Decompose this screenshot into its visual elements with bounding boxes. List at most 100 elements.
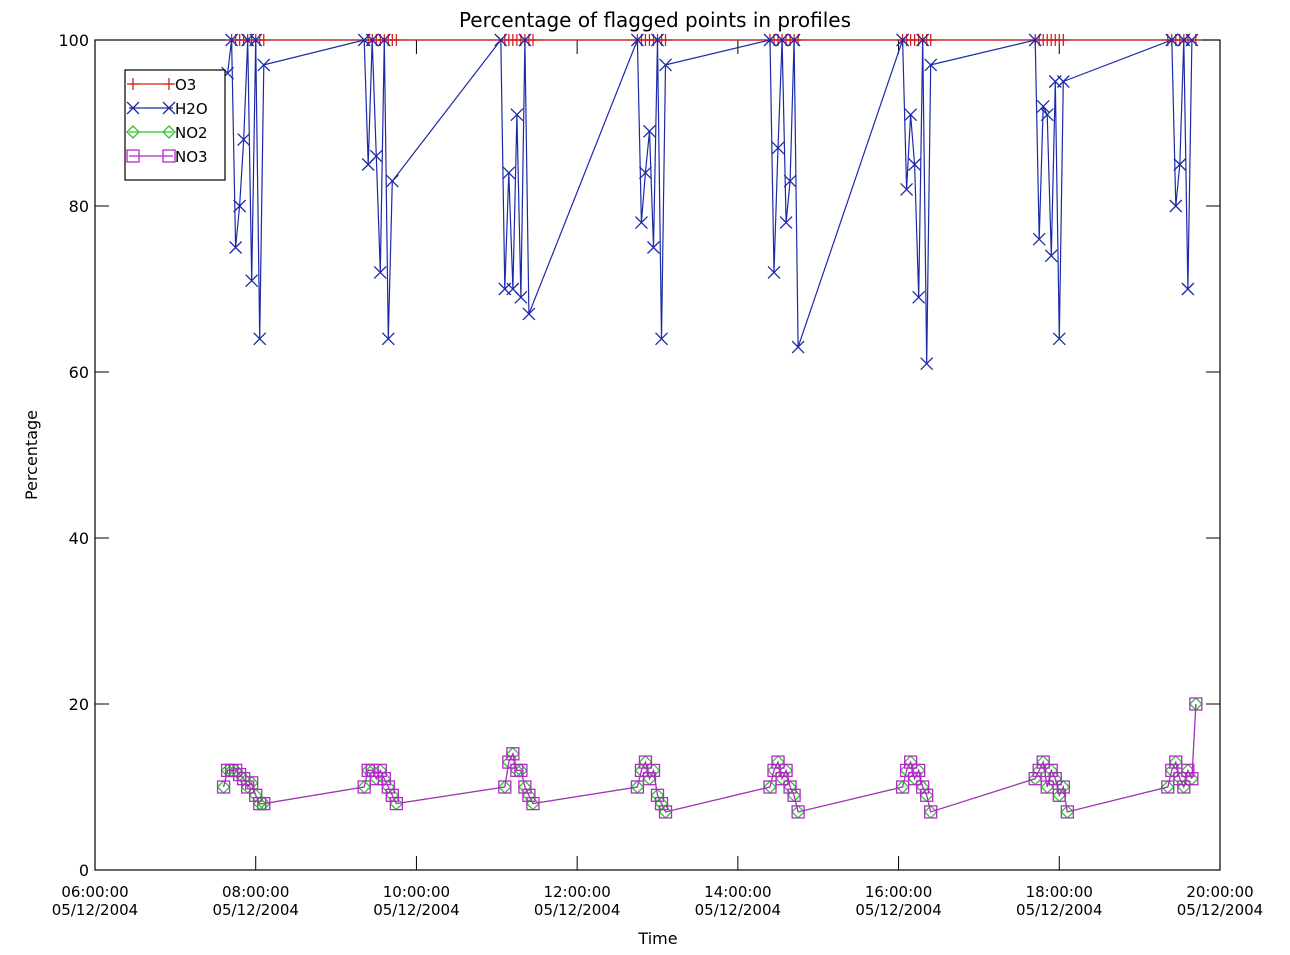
data-point-h2o (249, 33, 263, 47)
legend-marker-h2o (162, 101, 176, 115)
data-point-h2o (1181, 282, 1195, 296)
data-point-h2o (1052, 332, 1066, 346)
data-point-h2o (233, 199, 247, 213)
y-tick-label: 100 (58, 31, 89, 50)
data-point-h2o (924, 58, 938, 72)
data-point-no3 (1165, 763, 1179, 778)
data-point-o3 (257, 34, 270, 46)
legend-marker-o3 (163, 78, 175, 90)
data-point-no3 (783, 780, 797, 794)
data-point-h2o (253, 332, 267, 346)
data-point-no3 (920, 788, 934, 802)
data-point-no3 (654, 796, 669, 811)
data-point-h2o (916, 33, 930, 47)
data-point-h2o (908, 158, 922, 171)
x-tick-label-time: 14:00:00 (704, 883, 771, 901)
data-point-h2o (1185, 33, 1199, 47)
data-point-h2o (522, 307, 536, 321)
data-point-h2o (257, 58, 271, 72)
data-point-h2o (514, 290, 528, 304)
data-point-h2o (1169, 199, 1183, 213)
legend-marker-no2 (126, 125, 140, 139)
data-point-h2o (912, 290, 926, 304)
y-tick-label: 0 (79, 861, 89, 880)
data-point-no3 (526, 796, 540, 811)
data-point-h2o (1040, 108, 1054, 122)
data-point-no3 (1060, 805, 1074, 819)
data-point-no3 (249, 788, 263, 802)
x-tick-label-time: 08:00:00 (222, 883, 289, 901)
data-point-no3 (522, 788, 536, 802)
data-point-no3 (1181, 763, 1195, 778)
data-point-no3 (365, 763, 379, 778)
x-tick-label-date: 05/12/2004 (1016, 901, 1102, 919)
legend-label-h2o: H2O (175, 100, 208, 118)
legend-marker-no3 (162, 149, 176, 163)
series-no3 (216, 697, 1203, 819)
data-point-h2o (651, 33, 664, 47)
data-point-no3 (369, 772, 383, 786)
legend: O3 H2O NO2 NO3 (124, 69, 226, 181)
data-point-h2o (229, 241, 243, 254)
data-point-no3 (381, 780, 395, 794)
data-point-h2o (502, 166, 516, 180)
data-point-no3 (232, 767, 247, 782)
data-point-h2o (1056, 75, 1070, 88)
x-tick-label-date: 05/12/2004 (212, 901, 298, 919)
data-point-h2o (767, 265, 781, 279)
chart-title: Percentage of flagged points in profiles (459, 8, 851, 32)
data-point-no3 (895, 780, 910, 794)
data-point-h2o (373, 265, 387, 279)
data-point-h2o (896, 33, 910, 47)
data-point-no3 (357, 780, 371, 794)
data-point-no3 (514, 763, 528, 778)
data-point-no3 (1169, 755, 1183, 769)
data-point-no3 (385, 788, 399, 802)
legend-label-no2: NO2 (175, 124, 208, 142)
x-tick-label-time: 20:00:00 (1186, 883, 1253, 901)
data-point-h2o (659, 58, 672, 72)
data-point-no3 (518, 780, 532, 794)
data-point-no3 (241, 780, 255, 794)
data-point-h2o (1036, 99, 1050, 113)
x-tick-label-time: 18:00:00 (1026, 883, 1093, 901)
data-point-no3 (775, 772, 789, 786)
data-point-no3 (389, 796, 403, 811)
x-tick-label-time: 12:00:00 (543, 883, 610, 901)
data-point-no3 (912, 763, 926, 778)
x-tick-label-time: 06:00:00 (61, 883, 128, 901)
data-point-h2o (225, 33, 239, 47)
data-point-h2o (377, 33, 391, 47)
data-point-h2o (245, 274, 259, 288)
data-point-no3 (787, 788, 801, 802)
data-point-no3 (1056, 780, 1070, 794)
y-tick-label: 60 (69, 363, 89, 382)
data-point-h2o (783, 174, 797, 188)
data-point-no3 (771, 755, 785, 769)
series-h2o (221, 33, 1199, 371)
data-point-h2o (634, 216, 648, 230)
data-point-no3 (1048, 772, 1062, 786)
y-axis-label: Percentage (22, 410, 41, 500)
legend-marker-no2 (162, 125, 176, 139)
data-point-no3 (1044, 763, 1058, 778)
data-point-no3 (1040, 780, 1054, 794)
data-point-h2o (1165, 33, 1179, 47)
data-point-no3 (646, 763, 661, 778)
data-point-h2o (779, 216, 793, 230)
data-point-o3 (526, 34, 539, 46)
data-point-h2o (771, 141, 785, 155)
x-tick-label-date: 05/12/2004 (1177, 901, 1263, 919)
data-point-no3 (257, 796, 271, 811)
data-point-no3 (506, 747, 520, 761)
x-tick-label-date: 05/12/2004 (855, 901, 941, 919)
data-point-h2o (787, 33, 801, 47)
data-point-h2o (518, 33, 532, 47)
data-point-h2o (1028, 33, 1042, 47)
data-point-no3 (237, 772, 251, 786)
series-line-h2o (227, 38, 1193, 364)
y-tick-label: 20 (69, 695, 89, 714)
legend-marker-no3 (126, 149, 140, 163)
data-point-no3 (763, 780, 777, 794)
data-point-h2o (655, 332, 668, 346)
